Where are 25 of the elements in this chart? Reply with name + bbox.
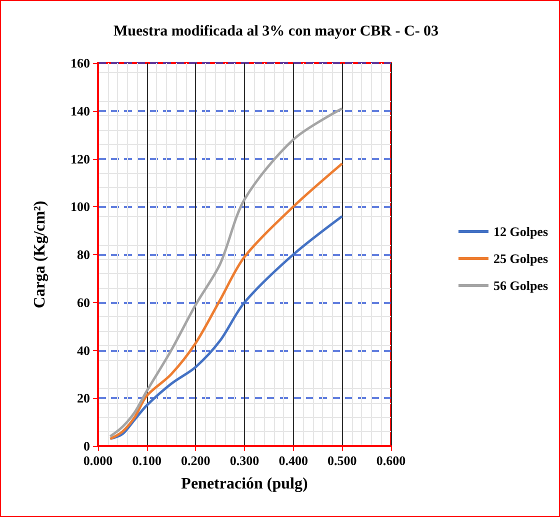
y-tick-label: 80 [77, 247, 90, 262]
x-axis-title: Penetración (pulg) [181, 476, 308, 492]
legend-label: 25 Golpes [493, 251, 548, 266]
x-tick-label: 0.500 [328, 453, 357, 468]
x-tick-label: 0.400 [278, 453, 308, 468]
y-tick-label: 0 [84, 438, 90, 454]
y-tick-label: 60 [77, 294, 90, 310]
y-tick-label: 100 [70, 199, 90, 214]
y-axis-title: Carga (Kg/cm²) [32, 200, 48, 308]
y-tick-label: 140 [70, 103, 90, 118]
x-tick-label: 0.300 [230, 453, 260, 468]
line-series [108, 214, 344, 440]
line-series [108, 107, 344, 438]
chart-title: Muestra modificada al 3% con mayor CBR - C- 03 [113, 24, 439, 40]
legend-label: 56 Golpes [493, 278, 548, 293]
x-tick-label: 0.200 [181, 453, 210, 468]
y-tick-label: 160 [70, 56, 90, 70]
y-tick-label: 20 [77, 390, 90, 406]
legend-label: 12 Golpes [493, 224, 548, 239]
x-tick-label: 0.100 [132, 453, 162, 468]
line-series [108, 162, 344, 440]
y-tick-label: 120 [70, 151, 90, 166]
y-tick-label: 40 [77, 342, 90, 358]
x-tick-label: 0.600 [376, 453, 406, 468]
x-tick-label: 0.000 [83, 453, 113, 468]
